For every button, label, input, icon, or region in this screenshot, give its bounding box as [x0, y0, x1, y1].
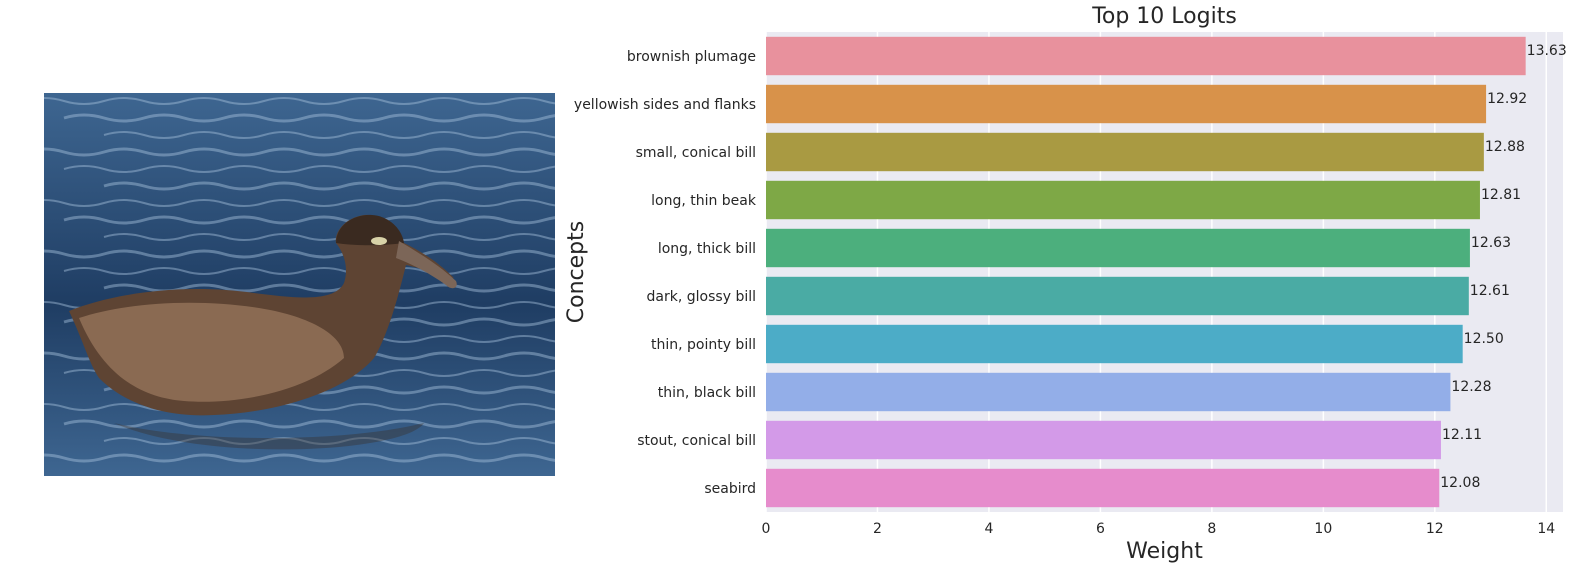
water-ripple: [23, 249, 585, 259]
chart-title: Top 10 Logits: [1091, 4, 1237, 29]
bar-value-label: 12.61: [1470, 283, 1510, 299]
category-label: long, thick bill: [658, 241, 756, 257]
bird-photo: [23, 93, 625, 476]
bird-bill: [396, 241, 457, 289]
category-label: stout, conical bill: [637, 433, 756, 449]
category-label: brownish plumage: [627, 49, 756, 65]
category-label: thin, black bill: [658, 385, 756, 401]
bar: [766, 276, 1469, 316]
bar-value-label: 12.88: [1485, 139, 1525, 155]
bar: [766, 228, 1470, 268]
x-tick-label: 10: [1314, 521, 1332, 537]
category-label: small, conical bill: [636, 145, 756, 161]
bird: [69, 214, 457, 450]
water-ripple: [23, 403, 585, 411]
bar-value-labels: 13.63 12.92 12.88 12.81 12.63 12.61 12.50 12.28…: [1440, 43, 1566, 491]
category-label: long, thin beak: [651, 193, 757, 209]
x-tick-label: 4: [984, 521, 993, 537]
x-tick-label: 6: [1096, 521, 1105, 537]
water-ripple: [63, 113, 625, 123]
category-label: seabird: [704, 481, 756, 497]
bar-value-label: 12.08: [1440, 475, 1480, 491]
category-label: dark, glossy bill: [647, 289, 756, 305]
water-ripple: [63, 419, 625, 429]
x-tick-label: 12: [1426, 521, 1444, 537]
bird-wing: [79, 302, 344, 402]
bar: [766, 84, 1487, 124]
bird-head: [336, 214, 404, 246]
water-ripple: [23, 199, 585, 207]
bar-value-label: 12.11: [1442, 427, 1482, 443]
bar-value-label: 12.28: [1451, 379, 1491, 395]
water-ripple: [23, 147, 585, 157]
water-ripple: [23, 453, 585, 463]
bar-value-label: 12.63: [1471, 235, 1511, 251]
x-tick-label: 14: [1537, 521, 1555, 537]
water-ripple: [103, 131, 585, 139]
bird-reflection: [114, 423, 424, 450]
bar: [766, 324, 1463, 364]
bar: [766, 372, 1451, 412]
x-tick-label: 8: [1207, 521, 1216, 537]
water-ripple: [63, 165, 625, 173]
x-tick-label: 2: [873, 521, 882, 537]
bars: [766, 36, 1526, 508]
water-ripple: [103, 181, 585, 191]
x-tick-label: 0: [762, 521, 771, 537]
water-background: [44, 93, 555, 476]
bar-value-label: 13.63: [1527, 43, 1567, 59]
x-axis-label: Weight: [1126, 539, 1203, 564]
bar: [766, 180, 1480, 220]
bird-eye-patch: [371, 237, 387, 245]
category-labels: brownish plumage yellowish sides and flan…: [574, 49, 757, 497]
y-axis-label: Concepts: [564, 221, 589, 323]
water-ripple: [23, 97, 585, 105]
water-ripple: [103, 437, 585, 445]
category-label: yellowish sides and flanks: [574, 97, 756, 113]
category-label: thin, pointy bill: [651, 337, 756, 353]
bar: [766, 36, 1526, 76]
water-ripple: [63, 215, 625, 225]
bird-photo-drawing: [23, 93, 625, 476]
bar: [766, 132, 1484, 172]
bar-value-label: 12.50: [1464, 331, 1504, 347]
bar-value-label: 12.92: [1487, 91, 1527, 107]
bar: [766, 420, 1441, 460]
bar-value-label: 12.81: [1481, 187, 1521, 203]
x-tick-labels: 0 2 4 6 8 10 12 14: [762, 521, 1556, 537]
bar: [766, 468, 1440, 508]
water-ripple: [63, 267, 625, 275]
